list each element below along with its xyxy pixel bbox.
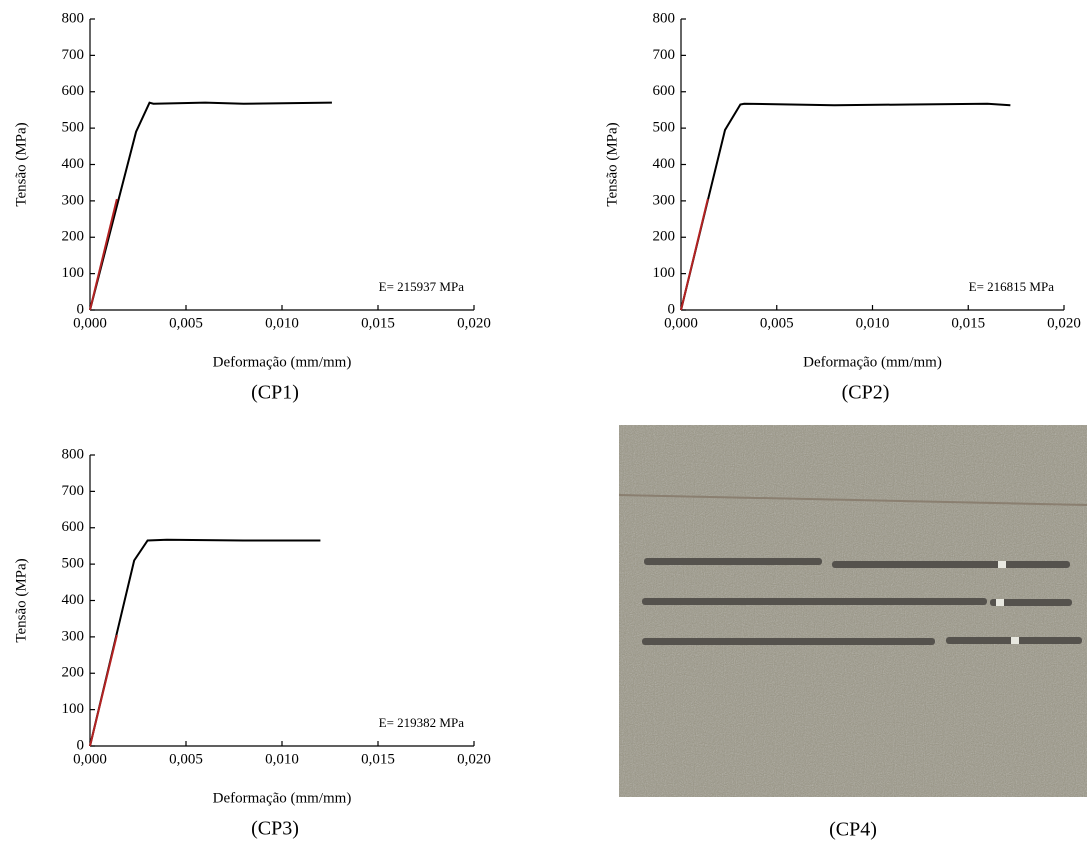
y-tick-label: 800 bbox=[62, 10, 85, 26]
y-tick-label: 200 bbox=[62, 665, 85, 681]
data-line bbox=[89, 634, 118, 747]
x-tick-label: 0,020 bbox=[457, 751, 491, 767]
annotation: E= 216815 MPa bbox=[969, 279, 1055, 294]
x-axis-label: Deformação (mm/mm) bbox=[213, 790, 352, 806]
data-line bbox=[89, 101, 332, 311]
annotation: E= 219382 MPa bbox=[379, 715, 465, 730]
x-tick-label: 0,010 bbox=[265, 315, 299, 331]
y-tick-label: 800 bbox=[653, 10, 676, 26]
rebar bbox=[832, 561, 1070, 568]
y-tick-label: 700 bbox=[62, 483, 85, 499]
y-axis-label: Tensão (MPa) bbox=[604, 122, 620, 206]
chart: 0 100 200 300 400 500 600 700 800 0,000 0,005 0,010… bbox=[13, 446, 490, 839]
rebar bbox=[642, 638, 935, 645]
y-tick-label: 400 bbox=[62, 592, 85, 608]
rebar-mark bbox=[1011, 637, 1019, 644]
caption: (CP3) bbox=[251, 818, 299, 840]
y-tick-label: 200 bbox=[653, 229, 676, 245]
x-tick-label: 0,020 bbox=[1047, 315, 1081, 331]
rebar bbox=[644, 558, 822, 565]
x-tick-label: 0,010 bbox=[265, 751, 299, 767]
rebar-mark bbox=[998, 561, 1006, 568]
y-tick-label: 600 bbox=[62, 83, 85, 99]
y-tick-label: 500 bbox=[62, 120, 85, 136]
y-tick-label: 0 bbox=[77, 301, 85, 317]
x-tick-label: 0,000 bbox=[664, 315, 698, 331]
x-axis-label: Deformação (mm/mm) bbox=[803, 354, 942, 370]
photo-background bbox=[619, 425, 1087, 797]
y-tick-label: 800 bbox=[62, 446, 85, 462]
y-tick-label: 500 bbox=[62, 556, 85, 572]
photo-edge bbox=[618, 494, 1087, 506]
data-line bbox=[680, 198, 709, 311]
y-tick-label: 0 bbox=[668, 301, 676, 317]
x-tick-label: 0,005 bbox=[169, 751, 203, 767]
y-tick-label: 600 bbox=[653, 83, 676, 99]
y-tick-label: 0 bbox=[77, 737, 85, 753]
x-tick-label: 0,005 bbox=[760, 315, 794, 331]
y-tick-label: 100 bbox=[62, 265, 85, 281]
chart: 0 100 200 300 400 500 600 700 800 0,000 0,005 0,010… bbox=[604, 10, 1080, 403]
x-tick-label: 0,000 bbox=[73, 751, 107, 767]
chart: 0 100 200 300 400 500 600 700 800 0,000 0,005 0,010… bbox=[13, 10, 490, 403]
y-tick-label: 100 bbox=[653, 265, 676, 281]
annotation: E= 215937 MPa bbox=[379, 279, 465, 294]
y-tick-label: 400 bbox=[62, 156, 85, 172]
x-tick-label: 0,010 bbox=[856, 315, 890, 331]
x-tick-label: 0,015 bbox=[361, 751, 395, 767]
rebar-mark bbox=[996, 599, 1004, 606]
y-axis-label: Tensão (MPa) bbox=[13, 558, 29, 642]
y-tick-label: 100 bbox=[62, 701, 85, 717]
y-tick-label: 600 bbox=[62, 519, 85, 535]
photo: (CP4) bbox=[618, 425, 1087, 841]
photo-caption: (CP4) bbox=[829, 819, 877, 841]
data-line bbox=[680, 102, 1011, 311]
x-tick-label: 0,005 bbox=[169, 315, 203, 331]
y-tick-label: 200 bbox=[62, 229, 85, 245]
y-tick-label: 300 bbox=[62, 192, 85, 208]
x-tick-label: 0,015 bbox=[361, 315, 395, 331]
data-line bbox=[89, 538, 321, 747]
x-axis-label: Deformação (mm/mm) bbox=[213, 354, 352, 370]
y-axis-label: Tensão (MPa) bbox=[13, 122, 29, 206]
rebar bbox=[990, 599, 1072, 606]
y-tick-label: 300 bbox=[653, 192, 676, 208]
y-tick-label: 500 bbox=[653, 120, 676, 136]
rebar bbox=[642, 598, 987, 605]
data-line bbox=[89, 198, 118, 311]
y-tick-label: 300 bbox=[62, 628, 85, 644]
y-tick-label: 400 bbox=[653, 156, 676, 172]
x-tick-label: 0,020 bbox=[457, 315, 491, 331]
x-tick-label: 0,000 bbox=[73, 315, 107, 331]
y-tick-label: 700 bbox=[653, 47, 676, 63]
caption: (CP1) bbox=[251, 382, 299, 404]
y-tick-label: 700 bbox=[62, 47, 85, 63]
x-tick-label: 0,015 bbox=[951, 315, 985, 331]
caption: (CP2) bbox=[842, 382, 890, 404]
